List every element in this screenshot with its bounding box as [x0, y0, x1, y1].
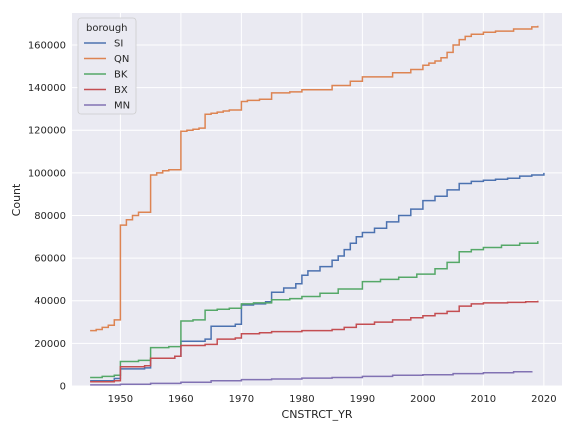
- series-lines: [90, 25, 545, 386]
- x-axis-label: CNSTRCT_YR: [282, 408, 353, 421]
- legend: borough SI QN BK BX MN: [77, 17, 137, 115]
- legend-label-qn: QN: [114, 54, 129, 65]
- x-tick-label: 2000: [410, 394, 435, 405]
- x-tick-label: 1980: [289, 394, 314, 405]
- series-line-bk: [90, 241, 539, 379]
- series-line-bx: [90, 300, 539, 383]
- y-tick-label: 0: [60, 382, 66, 393]
- legend-title: borough: [86, 23, 128, 34]
- y-tick-label: 160000: [28, 40, 66, 51]
- x-tick-label: 1990: [350, 394, 375, 405]
- legend-label-bx: BX: [114, 85, 128, 96]
- y-tick-label: 140000: [28, 83, 66, 94]
- series-line-mn: [90, 370, 533, 386]
- x-tick-label: 1950: [108, 394, 133, 405]
- y-tick-label: 100000: [28, 168, 66, 179]
- x-tick-label: 1970: [229, 394, 254, 405]
- y-axis: 0 20000 40000 60000 80000 100000 120000 140000 1…: [28, 40, 66, 392]
- x-tick-label: 2010: [471, 394, 496, 405]
- y-tick-label: 80000: [34, 211, 66, 222]
- legend-label-si: SI: [114, 39, 123, 50]
- y-tick-label: 40000: [34, 296, 66, 307]
- y-axis-label: Count: [10, 183, 23, 216]
- x-tick-label: 1960: [168, 394, 193, 405]
- x-axis: 1950 1960 1970 1980 1990 2000 2010 2020: [108, 394, 557, 405]
- y-tick-label: 20000: [34, 339, 66, 350]
- x-tick-label: 2020: [531, 394, 556, 405]
- series-line-si: [90, 172, 545, 382]
- grid: [72, 13, 562, 387]
- y-tick-label: 60000: [34, 254, 66, 265]
- legend-label-mn: MN: [114, 101, 130, 112]
- legend-label-bk: BK: [114, 70, 128, 81]
- plot-background: [72, 13, 562, 386]
- series-line-qn: [90, 25, 539, 332]
- y-tick-label: 120000: [28, 126, 66, 137]
